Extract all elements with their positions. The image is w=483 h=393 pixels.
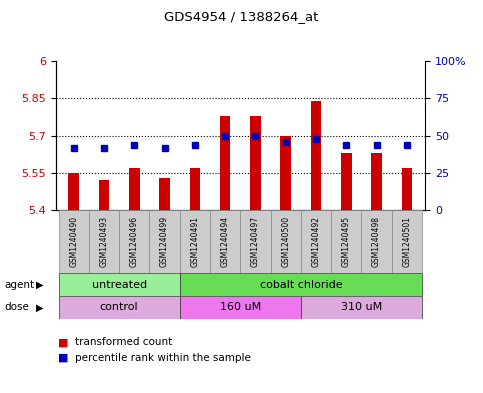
Text: GSM1240495: GSM1240495 bbox=[342, 216, 351, 267]
FancyBboxPatch shape bbox=[361, 210, 392, 273]
FancyBboxPatch shape bbox=[58, 210, 89, 273]
FancyBboxPatch shape bbox=[301, 210, 331, 273]
Text: GSM1240490: GSM1240490 bbox=[69, 216, 78, 267]
Bar bbox=[189, 168, 200, 210]
FancyBboxPatch shape bbox=[180, 210, 210, 273]
Bar bbox=[69, 173, 79, 210]
Text: GSM1240498: GSM1240498 bbox=[372, 216, 381, 267]
Text: cobalt chloride: cobalt chloride bbox=[259, 279, 342, 290]
Bar bbox=[220, 116, 230, 210]
FancyBboxPatch shape bbox=[392, 210, 422, 273]
Text: GSM1240496: GSM1240496 bbox=[130, 216, 139, 267]
Text: ▶: ▶ bbox=[36, 279, 44, 290]
Bar bbox=[311, 101, 321, 210]
Bar bbox=[159, 178, 170, 210]
FancyBboxPatch shape bbox=[149, 210, 180, 273]
Bar bbox=[371, 153, 382, 210]
Text: 160 uM: 160 uM bbox=[220, 302, 261, 312]
FancyBboxPatch shape bbox=[119, 210, 149, 273]
Bar bbox=[99, 180, 109, 210]
FancyBboxPatch shape bbox=[331, 210, 361, 273]
Bar bbox=[58, 296, 180, 319]
FancyBboxPatch shape bbox=[210, 210, 241, 273]
Text: GDS4954 / 1388264_at: GDS4954 / 1388264_at bbox=[164, 10, 319, 23]
Bar bbox=[281, 136, 291, 210]
Text: ■: ■ bbox=[58, 337, 69, 347]
Text: untreated: untreated bbox=[92, 279, 147, 290]
FancyBboxPatch shape bbox=[241, 210, 270, 273]
Text: ▶: ▶ bbox=[36, 302, 44, 312]
Text: GSM1240491: GSM1240491 bbox=[190, 216, 199, 267]
Text: GSM1240501: GSM1240501 bbox=[402, 216, 412, 267]
FancyBboxPatch shape bbox=[270, 210, 301, 273]
Text: GSM1240499: GSM1240499 bbox=[160, 216, 169, 267]
Text: 310 uM: 310 uM bbox=[341, 302, 382, 312]
Bar bbox=[129, 168, 140, 210]
Text: GSM1240500: GSM1240500 bbox=[281, 216, 290, 267]
Bar bbox=[180, 273, 422, 296]
Bar bbox=[180, 296, 301, 319]
Text: dose: dose bbox=[5, 302, 30, 312]
Text: GSM1240494: GSM1240494 bbox=[221, 216, 229, 267]
Text: percentile rank within the sample: percentile rank within the sample bbox=[75, 353, 251, 363]
Bar bbox=[401, 168, 412, 210]
Text: GSM1240493: GSM1240493 bbox=[99, 216, 109, 267]
Bar bbox=[250, 116, 261, 210]
Bar bbox=[58, 273, 180, 296]
Bar bbox=[301, 296, 422, 319]
Text: agent: agent bbox=[5, 279, 35, 290]
Text: control: control bbox=[100, 302, 139, 312]
Text: GSM1240497: GSM1240497 bbox=[251, 216, 260, 267]
Bar bbox=[341, 153, 352, 210]
Text: transformed count: transformed count bbox=[75, 337, 172, 347]
Text: GSM1240492: GSM1240492 bbox=[312, 216, 321, 267]
FancyBboxPatch shape bbox=[89, 210, 119, 273]
Text: ■: ■ bbox=[58, 353, 69, 363]
